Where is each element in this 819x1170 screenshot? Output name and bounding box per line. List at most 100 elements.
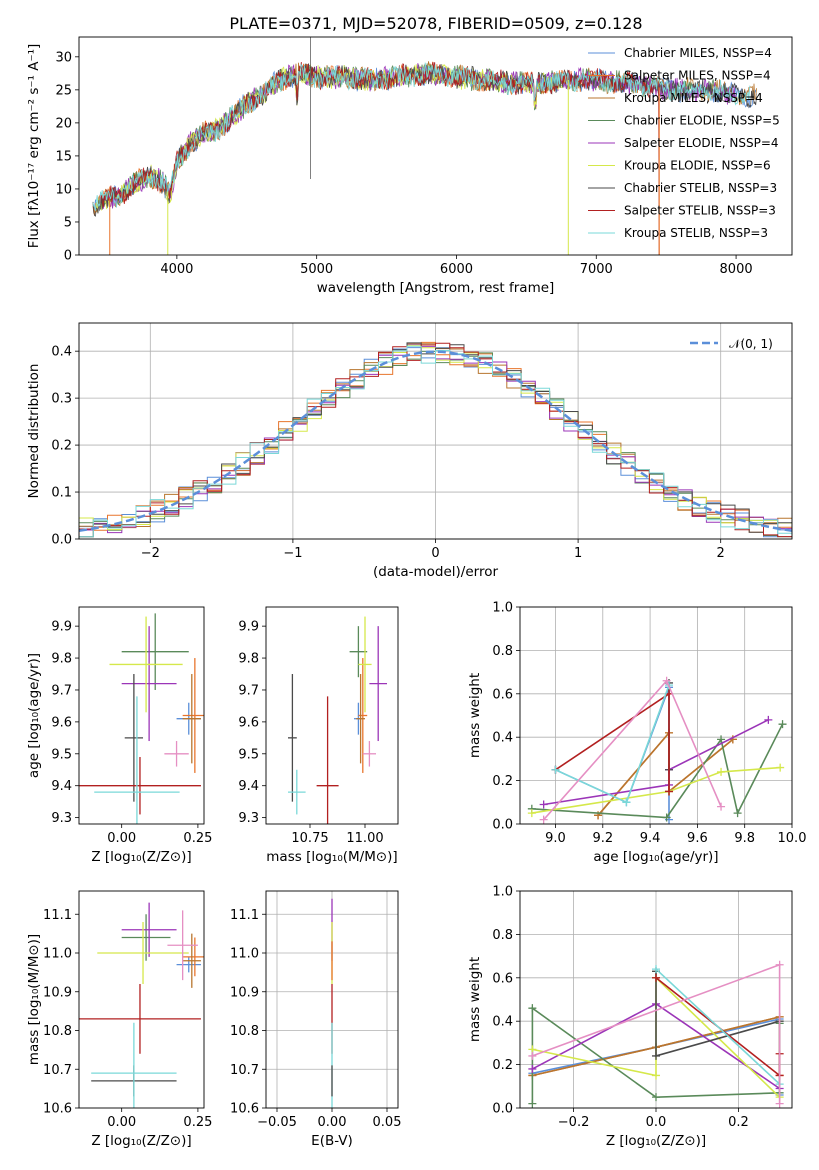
mass-weight-line [597,730,734,816]
point-marker [733,809,742,818]
panel-massweight_vs_age: 9.0 9.2 9.4 9.6 9.8 10.0 0.0 0.2 0.4 0.6 0.8 1.0 age… [467,601,806,866]
y-tick-label: 0.0 [492,818,513,833]
plot-area [528,960,784,1108]
y-tick-label: 0.8 [492,928,513,943]
axes-frame [519,890,793,1109]
x-tick-label: 5000 [300,262,333,277]
plot-area [79,902,204,1108]
y-tick-label: 11.1 [230,908,259,923]
y-axis-label: Normed distribution [26,364,42,499]
chart-title: PLATE=0371, MJD=52078, FIBERID=0509, z=0… [229,14,642,33]
legend-entry: Chabrier MILES, NSSP=4 [624,46,772,60]
y-tick-label: 1.0 [492,601,513,616]
y-tick-label: 9.9 [51,620,72,635]
x-axis-label: (data-model)/error [373,564,499,580]
x-tick-label: 4000 [160,262,193,277]
x-tick-label: 9.2 [592,831,613,846]
y-tick-label: 9.6 [238,715,259,730]
y-tick-label: 0.1 [51,486,72,501]
point-marker [527,809,536,818]
x-tick-label: 11.00 [346,831,383,846]
y-tick-label: 9.7 [238,683,259,698]
y-tick-label: 9.4 [51,779,72,794]
y-tick-label: 9.3 [238,811,259,826]
x-tick-label: 0.2 [728,1115,749,1130]
y-tick-label: 10.9 [43,985,72,1000]
point-marker [539,815,548,824]
axes-frame [78,36,793,256]
x-tick-label: 0.00 [107,831,136,846]
legend-entry: Chabrier ELODIE, NSSP=5 [624,114,780,128]
x-tick-label: 9.8 [734,831,755,846]
x-axis-label: mass [log₁₀(M/M⊙)] [266,849,397,865]
y-tick-label: 0.2 [492,774,513,789]
legend-entry: Salpeter MILES, NSSP=4 [624,69,771,83]
y-axis-label: mass weight [467,957,483,1042]
y-tick-label: 1.0 [492,885,513,900]
mass-weight-line [597,730,734,816]
y-tick-label: 10.9 [230,985,259,1000]
y-axis-label: age [log₁₀(age/yr)] [26,653,42,778]
point-marker [551,765,560,774]
x-tick-label: 2 [717,546,725,561]
y-tick-label: 11.0 [230,947,259,962]
y-tick-label: 0.6 [492,687,513,702]
y-tick-label: 0.6 [492,971,513,986]
y-tick-label: 10.7 [230,1063,259,1078]
y-tick-label: 9.8 [238,652,259,667]
y-tick-label: 10 [55,182,72,197]
panel-spectrum: 4000 5000 6000 7000 8000 0 5 10 15 20 25 30 waveleng… [26,36,793,296]
x-tick-label: −0.2 [558,1115,590,1130]
y-tick-label: 11.0 [43,947,72,962]
plot-area [92,37,757,255]
y-tick-label: 9.5 [238,747,259,762]
point-marker [652,1093,660,1102]
point-marker [776,763,785,772]
point-marker [775,1099,784,1108]
y-tick-label: 30 [55,50,72,65]
panel-residuals: −2 −1 0 1 2 0.0 0.1 0.2 0.3 0.4 (data-model)/error… [26,322,793,580]
point-marker [528,1051,537,1060]
axes-frame [519,606,793,825]
x-tick-label: 10.75 [291,831,328,846]
x-tick-label: −1 [283,546,302,561]
legend-entry: 𝒩(0, 1) [729,337,773,351]
point-marker [652,1051,660,1060]
y-tick-label: 25 [55,83,72,98]
y-axis-label: Flux [fλ10⁻¹⁷ erg cm⁻² s⁻¹ A⁻¹] [26,44,42,249]
point-marker [775,960,784,969]
x-tick-label: 0.00 [107,1115,136,1130]
y-tick-label: 20 [55,116,72,131]
axes-frame [78,606,205,825]
y-tick-label: 9.8 [51,652,72,667]
point-marker [652,965,660,974]
y-tick-label: 11.1 [43,908,72,923]
x-tick-label: 7000 [580,262,613,277]
y-tick-label: 9.5 [51,747,72,762]
plot-area [79,613,204,824]
x-tick-label: −2 [141,546,160,561]
y-tick-label: 9.7 [51,683,72,698]
y-tick-label: 9.9 [238,620,259,635]
axes-frame [265,890,399,1109]
y-axis-label: mass [log₁₀(M/M⊙)] [26,934,42,1065]
y-tick-label: 0.2 [492,1058,513,1073]
y-tick-label: 15 [55,149,72,164]
axes-frame [78,890,205,1109]
y-tick-label: 10.6 [230,1102,259,1117]
y-tick-label: 0.0 [492,1102,513,1117]
plot-area [288,616,387,824]
y-tick-label: 0.4 [51,345,72,360]
y-tick-label: 10.8 [230,1024,259,1039]
point-marker [652,1071,660,1080]
point-marker [764,715,773,724]
y-tick-label: 9.4 [238,779,259,794]
point-marker [662,676,671,685]
x-tick-label: 0 [431,546,439,561]
y-tick-label: 0.8 [492,644,513,659]
y-tick-label: 10.6 [43,1102,72,1117]
y-tick-label: 0.4 [492,731,513,746]
plot-area [79,341,792,538]
panel-mass_vs_ebv: −0.05 0.00 0.05 10.6 10.7 10.8 10.9 11.0 11.1 E(B… [230,890,401,1149]
mass-weight-line [543,679,722,821]
